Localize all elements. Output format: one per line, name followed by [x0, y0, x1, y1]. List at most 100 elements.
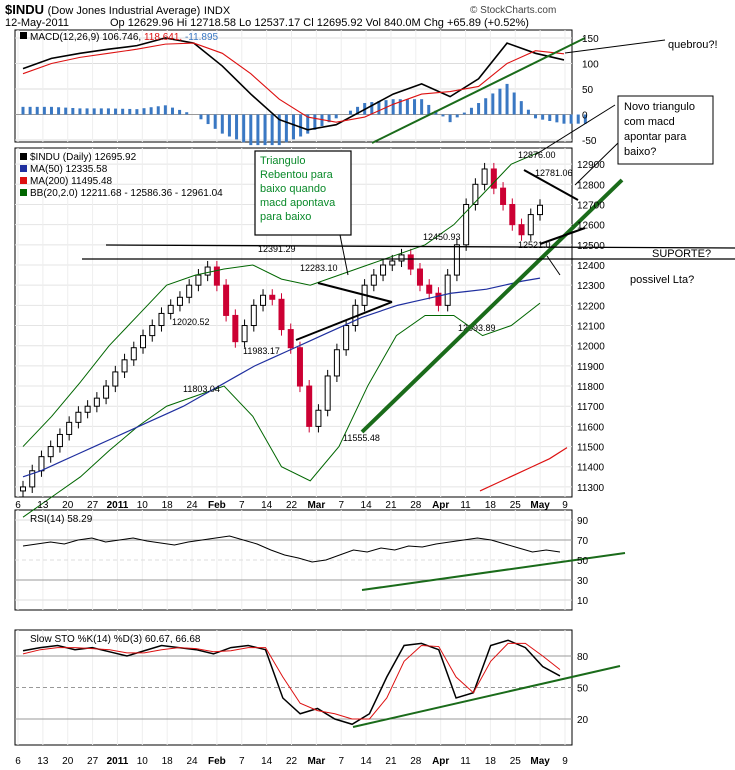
price-point-label: 12283.10: [300, 263, 338, 273]
macd-histogram-bar: [348, 110, 352, 115]
price-candle-body: [56, 433, 63, 448]
price-x-tick-label: 7: [338, 500, 344, 511]
price-x-tick-label: 28: [410, 500, 422, 511]
macd-histogram-bar: [448, 114, 452, 123]
panel-frame-price: [14, 147, 573, 498]
price-x-tick-label: 7: [239, 500, 245, 511]
macd-histogram-bar: [206, 114, 210, 125]
macd-histogram-bar: [277, 114, 281, 146]
price-tick-label: 11500: [577, 443, 605, 454]
bb-lower-band: [22, 302, 541, 518]
macd-histogram-bar: [242, 114, 246, 143]
price-tick-label: 12700: [577, 200, 605, 211]
macd-histogram-bar: [227, 114, 231, 137]
price-legend-swatch: [20, 165, 27, 172]
price-legend-label: $INDU (Daily) 12695.92: [30, 152, 137, 163]
macd-histogram-bar: [306, 114, 310, 134]
macd-histogram-bar: [156, 106, 160, 115]
macd-histogram-bar: [477, 103, 481, 115]
macd-tick-label: -50: [582, 136, 597, 147]
price-candle-body: [250, 304, 257, 327]
price-tick-label: 11400: [577, 463, 605, 474]
price-x-tick-label: 2011: [107, 500, 129, 511]
macd-histogram-bar: [519, 101, 523, 115]
sto-line-d: [22, 642, 561, 720]
macd-histogram-bar: [178, 109, 182, 115]
panel-frame-macd: [14, 29, 573, 143]
macd-histogram-bar: [505, 83, 509, 115]
sto-x-tick-label: 10: [137, 756, 149, 767]
price-legend-label: MA(50) 12335.58: [30, 164, 108, 175]
macd-histogram-bar: [462, 112, 466, 115]
macd-histogram-bar: [185, 112, 189, 115]
macd-histogram-bar: [405, 99, 409, 115]
macd-histogram-bar: [64, 107, 68, 115]
price-candle-body: [149, 325, 156, 337]
macd-histogram-bar: [220, 114, 224, 134]
rsi-tick-label: 70: [577, 536, 589, 547]
macd-histogram-bar: [576, 114, 580, 124]
macd-histogram-bar: [199, 114, 203, 120]
price-x-tick-label: 13: [37, 500, 49, 511]
macd-histogram-bar: [327, 114, 331, 123]
macd-histogram-bar: [491, 93, 495, 115]
price-x-tick-label: 11: [460, 500, 471, 511]
macd-histogram-bar: [583, 114, 587, 124]
price-point-label: 12020.52: [172, 317, 210, 327]
price-candle-body: [435, 292, 442, 306]
sto-tick-label: 20: [577, 715, 589, 726]
price-x-tick-label: 22: [286, 500, 298, 511]
price-x-tick-label: 21: [385, 500, 397, 511]
price-tick-label: 11900: [577, 362, 605, 373]
macd-histogram-bar: [21, 106, 25, 115]
rsi-tick-label: 50: [577, 556, 589, 567]
macd-histogram-bar: [569, 114, 573, 124]
sto-x-tick-label: 18: [162, 756, 174, 767]
copyright: © StockCharts.com: [470, 5, 557, 16]
price-legend-swatch: [20, 153, 27, 160]
price-candle-body: [324, 375, 331, 411]
macd-histogram-bar: [35, 106, 39, 115]
sto-x-tick-label: 18: [485, 756, 497, 767]
price-x-tick-label: 10: [137, 500, 149, 511]
price-candle-body: [333, 349, 340, 377]
price-x-tick-label: 14: [361, 500, 373, 511]
quebrou-label: quebrou?!: [668, 39, 718, 51]
sto-x-tick-label: May: [530, 756, 550, 767]
new-triangle-upper: [523, 169, 579, 201]
price-candle-body: [29, 470, 36, 488]
macd-series-signal: [22, 42, 565, 123]
rsi-tick-label: 10: [577, 596, 589, 607]
price-candle-body: [75, 411, 82, 423]
novo-triangulo-pointer: [574, 142, 619, 186]
price-candle-body: [176, 296, 183, 306]
price-tick-label: 12200: [577, 301, 605, 312]
price-point-label: 11983.17: [243, 346, 280, 356]
sto-tick-label: 50: [577, 684, 589, 695]
price-candle-body: [260, 294, 267, 306]
macd-histogram-bar: [469, 107, 473, 115]
price-candle-body: [47, 446, 54, 458]
price-x-tick-label: 6: [15, 500, 21, 511]
macd-legend: MACD(12,26,9) 106.746, 118.641, -11.895: [30, 32, 219, 43]
price-candle-body: [158, 312, 165, 327]
price-candle-body: [140, 335, 147, 349]
sto-x-tick-label: 6: [15, 756, 21, 767]
macd-histogram-bar: [484, 98, 488, 115]
macd-histogram-bar: [106, 108, 110, 115]
price-candle-body: [426, 284, 433, 294]
macd-histogram-bar: [292, 114, 295, 140]
price-candle-body: [204, 266, 211, 276]
macd-histogram-bar: [562, 114, 566, 124]
macd-histogram-bar: [299, 114, 303, 137]
price-legend-swatch: [20, 177, 27, 184]
rsi-tick-label: 30: [577, 576, 589, 587]
sto-x-tick-label: 7: [338, 756, 344, 767]
macd-histogram-bar: [142, 108, 146, 115]
sto-tick-label: 80: [577, 652, 589, 663]
price-candle-body: [213, 266, 220, 286]
sto-line-k: [22, 639, 561, 726]
sto-x-tick-label: Mar: [307, 756, 325, 767]
macd-tick-label: 50: [582, 85, 594, 96]
price-tick-label: 11300: [577, 483, 605, 494]
